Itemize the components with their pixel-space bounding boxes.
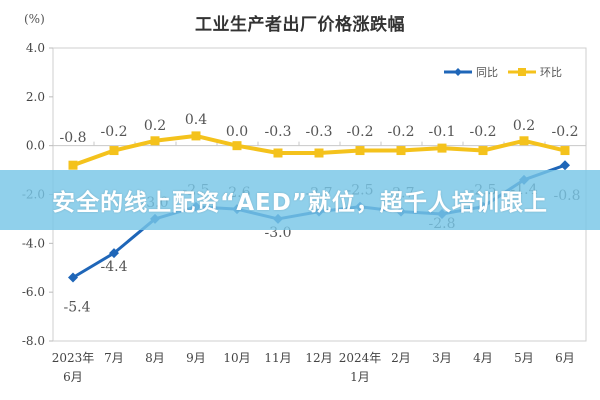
y-tick-label: -6.0 bbox=[22, 285, 45, 299]
y-axis-unit: (%) bbox=[24, 12, 45, 26]
x-tick-label: 3月 bbox=[432, 351, 452, 365]
x-tick-label: 8月 bbox=[145, 351, 165, 365]
data-point-marker bbox=[560, 146, 570, 156]
legend-mom-marker bbox=[518, 68, 526, 76]
y-tick-label: 2.0 bbox=[26, 90, 45, 104]
data-point-marker bbox=[109, 146, 119, 156]
data-point-marker bbox=[191, 131, 201, 141]
x-tick-label: 9月 bbox=[186, 351, 206, 365]
data-label: 0.0 bbox=[226, 124, 248, 140]
legend-yoy-marker bbox=[454, 68, 462, 76]
data-label: -4.4 bbox=[101, 259, 128, 275]
data-point-marker bbox=[232, 141, 242, 151]
data-point-marker bbox=[437, 143, 447, 153]
x-tick-label: 12月 bbox=[305, 351, 332, 365]
x-tick-label: 5月 bbox=[514, 351, 534, 365]
data-label: -0.2 bbox=[552, 124, 579, 140]
data-label: -0.3 bbox=[306, 124, 333, 140]
data-label: -0.8 bbox=[60, 130, 87, 146]
data-point-marker bbox=[68, 272, 78, 283]
data-point-marker bbox=[519, 136, 529, 146]
data-label: -0.2 bbox=[388, 124, 415, 140]
x-tick-label: 11月 bbox=[264, 351, 291, 365]
y-tick-label: -4.0 bbox=[22, 236, 45, 250]
data-point-marker bbox=[396, 146, 406, 156]
data-label: -0.2 bbox=[101, 124, 128, 140]
legend: 同比 环比 bbox=[444, 66, 562, 79]
data-label: 0.4 bbox=[185, 112, 207, 128]
data-point-marker bbox=[560, 160, 570, 171]
x-tick-label: 2024年 bbox=[339, 351, 382, 365]
data-label: -0.2 bbox=[470, 124, 497, 140]
data-label: 0.2 bbox=[144, 118, 166, 134]
data-point-marker bbox=[314, 148, 324, 158]
x-tick-label: 6月 bbox=[63, 370, 83, 384]
x-tick-label: 10月 bbox=[223, 351, 250, 365]
data-point-marker bbox=[109, 248, 119, 259]
data-point-marker bbox=[355, 146, 365, 156]
y-tick-label: -8.0 bbox=[22, 334, 45, 348]
x-tick-label: 1月 bbox=[350, 370, 370, 384]
legend-yoy-label: 同比 bbox=[476, 66, 498, 79]
x-tick-label: 2023年 bbox=[52, 351, 95, 365]
x-axis: 2023年 6月 7月 8月 9月 10月 11月 12月 2024年 1月 2月 3月 4月 5月 6月 bbox=[52, 351, 575, 384]
data-point-marker bbox=[273, 148, 283, 158]
x-tick-label: 7月 bbox=[104, 351, 124, 365]
y-tick-label: 0.0 bbox=[26, 139, 45, 153]
series-mom: -0.8 -0.2 0.2 0.4 0.0 -0.3 -0.3 -0.2 -0.2 -0.1 -0.… bbox=[60, 112, 579, 170]
chart-title: 工业生产者出厂价格涨跌幅 bbox=[195, 15, 405, 35]
data-label: 0.2 bbox=[513, 118, 535, 134]
overlay-banner[interactable]: 安全的线上配资“AED”就位，超千人培训跟上 bbox=[0, 170, 600, 230]
data-label: -0.2 bbox=[347, 124, 374, 140]
x-tick-label: 4月 bbox=[473, 351, 493, 365]
data-label: -0.1 bbox=[429, 124, 456, 140]
legend-mom-label: 环比 bbox=[540, 66, 562, 79]
data-point-marker bbox=[68, 160, 78, 170]
y-tick-label: 4.0 bbox=[26, 41, 45, 55]
data-point-marker bbox=[478, 146, 488, 156]
banner-text: 安全的线上配资“AED”就位，超千人培训跟上 bbox=[52, 190, 548, 216]
x-tick-label: 2月 bbox=[391, 351, 411, 365]
x-tick-label: 6月 bbox=[555, 351, 575, 365]
data-label: -0.3 bbox=[265, 124, 292, 140]
data-point-marker bbox=[150, 136, 160, 146]
data-label: -5.4 bbox=[64, 300, 91, 316]
